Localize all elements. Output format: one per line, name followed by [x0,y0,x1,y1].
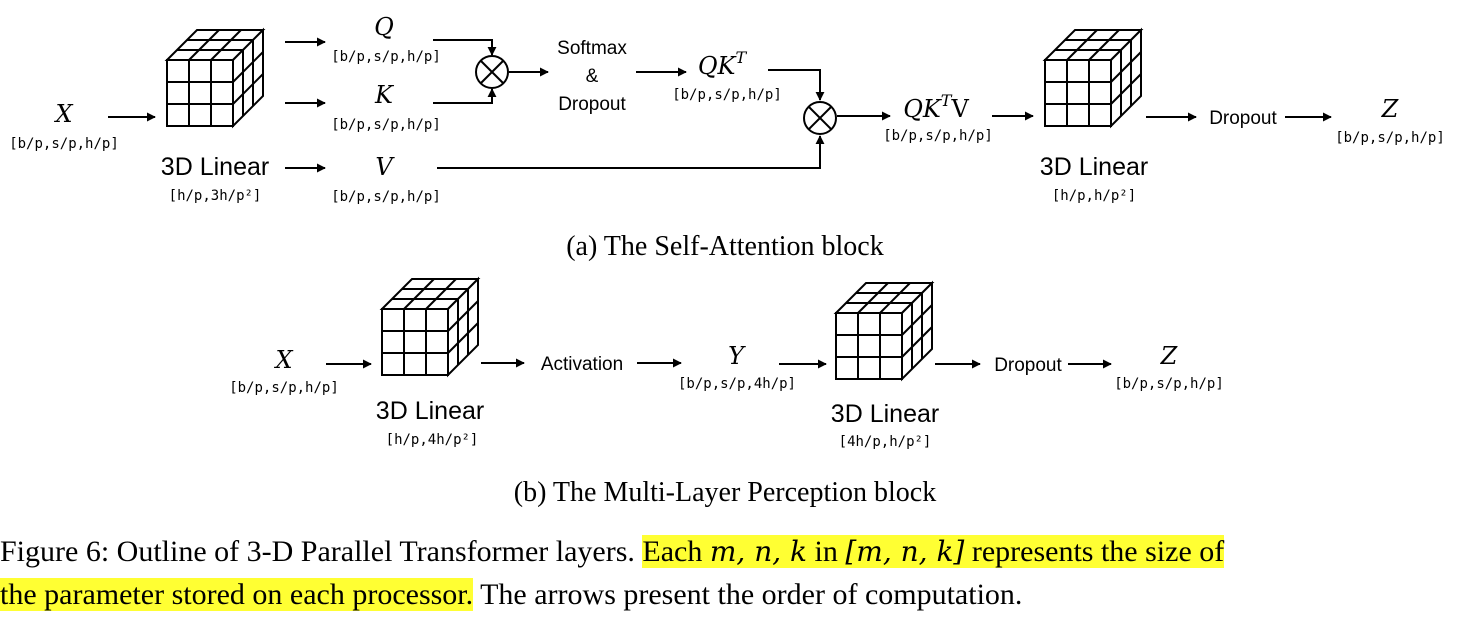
mlp-input-symbol: X [273,346,293,374]
attn-linear-dims: [h/p,3h/p²] [169,188,262,204]
attn-linear-label: 3D Linear [161,153,269,181]
k-symbol: K [374,81,395,109]
attn-output-symbol: Z [1381,95,1400,123]
caption-hl-text-1: Each [642,535,710,568]
v-dims: [b/p,s/p,h/p] [331,189,441,205]
figure-caption: Figure 6: Outline of 3-D Parallel Transf… [0,530,1463,616]
caption-highlight-2: the parameter stored on each processor. [0,578,474,611]
caption-highlight-1: Each m, n, k in [m, n, k] represents the… [642,535,1225,568]
y-dims: [b/p,s/p,4h/p] [678,376,796,392]
caption-prefix: Figure 6: Outline of 3-D Parallel Transf… [0,535,643,568]
mlp-output-dims: [b/p,s/p,h/p] [1114,376,1224,392]
caption-hl-text-2: in [807,535,846,568]
arrow-v-to-mult [437,135,825,169]
dropout-label-2: Dropout [1209,108,1277,129]
qkt-dims: [b/p,s/p,h/p] [672,87,782,103]
attn-linear2-dims: [h/p,h/p²] [1052,188,1136,204]
attn-input-symbol: X [53,100,73,128]
softmax-amp: & [586,66,599,87]
mlp-input-dims: [b/p,s/p,h/p] [229,380,339,396]
attn-input-dims: [b/p,s/p,h/p] [9,136,119,152]
arrow-qkt-to-mult [768,69,825,101]
caption-math-1: m, n, k [709,535,808,568]
qktv-dims: [b/p,s/p,h/p] [883,128,993,144]
k-dims: [b/p,s/p,h/p] [331,117,441,133]
attention-caption: (a) The Self-Attention block [566,231,884,262]
mlp-caption: (b) The Multi-Layer Perception block [514,477,936,508]
attn-linear2-label: 3D Linear [1040,153,1148,181]
activation-label: Activation [541,354,623,375]
caption-math-2: [m, n, k] [845,535,965,568]
v-symbol: V [375,153,395,181]
softmax-label: Softmax [557,38,627,59]
caption-hl-text-3: represents the size of [964,535,1225,568]
q-dims: [b/p,s/p,h/p] [331,49,441,65]
caption-suffix: The arrows present the order of computat… [473,578,1023,611]
arrow-k-to-mult [433,88,497,104]
mlp-output-symbol: Z [1160,342,1179,370]
qkt-symbol: QKT [698,48,748,80]
mlp-linear2-cube-icon [835,282,933,380]
multiply-icon [475,55,509,89]
self-attention-block: X [b/p,s/p,h/p] 3D Linear [h/p,3h/p²] Q … [9,13,1445,262]
mlp-dropout-label: Dropout [994,355,1062,376]
qktv-symbol: QKTV [903,91,969,123]
architecture-diagram: X [b/p,s/p,h/p] 3D Linear [h/p,3h/p²] Q … [9,13,1445,508]
attn-output-dims: [b/p,s/p,h/p] [1335,130,1445,146]
figure-caption-line-2: the parameter stored on each processor. … [0,573,1463,616]
arrow-q-to-mult [433,39,497,56]
figure-caption-line-1: Figure 6: Outline of 3-D Parallel Transf… [0,530,1463,573]
mlp-linear1-label: 3D Linear [376,397,484,425]
mlp-linear1-cube-icon [381,278,479,376]
mlp-linear2-label: 3D Linear [831,400,939,428]
attn-linear2-cube-icon [1044,29,1142,127]
q-symbol: Q [374,13,394,41]
attn-linear-cube-icon [166,29,264,127]
multiply-icon-2 [803,101,837,135]
mlp-block: X [b/p,s/p,h/p] 3D Linear [h/p,4h/p²] Ac… [229,278,1224,508]
dropout-label-1: Dropout [558,94,626,115]
y-symbol: Y [728,342,746,370]
mlp-linear2-dims: [4h/p,h/p²] [839,434,932,450]
mlp-linear1-dims: [h/p,4h/p²] [386,432,479,448]
